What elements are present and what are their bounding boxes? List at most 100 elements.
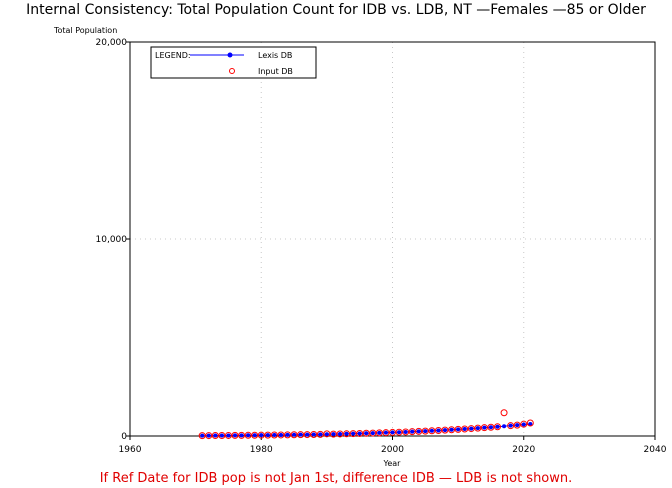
lexis-point bbox=[246, 433, 251, 438]
input-point bbox=[218, 431, 226, 439]
lexis-point bbox=[456, 427, 461, 432]
lexis-point bbox=[292, 432, 297, 437]
lexis-point bbox=[331, 432, 336, 437]
input-point bbox=[415, 427, 423, 435]
input-point bbox=[211, 432, 219, 440]
legend-input-circle bbox=[229, 68, 235, 74]
y-tick-label: 20,000 bbox=[96, 38, 128, 48]
lexis-point bbox=[285, 432, 290, 437]
input-point bbox=[428, 427, 436, 435]
lexis-point bbox=[252, 433, 257, 438]
footnote: If Ref Date for IDB pop is not Jan 1st, … bbox=[99, 471, 573, 486]
input-point bbox=[375, 429, 383, 437]
input-point bbox=[329, 430, 337, 438]
input-point bbox=[316, 430, 324, 438]
input-point bbox=[224, 431, 232, 439]
legend-lexis-label: Lexis DB bbox=[258, 51, 292, 60]
x-tick-label: 2000 bbox=[381, 445, 404, 455]
y-axis-label: Total Population bbox=[53, 26, 117, 35]
input-point bbox=[487, 423, 495, 431]
lexis-point bbox=[416, 429, 421, 434]
lexis-point bbox=[351, 431, 356, 436]
input-point bbox=[284, 431, 291, 439]
lexis-point bbox=[443, 428, 447, 433]
lexis-point bbox=[265, 433, 270, 438]
input-point bbox=[231, 431, 239, 439]
plot-area bbox=[129, 41, 656, 437]
input-point bbox=[454, 425, 462, 433]
data-marks bbox=[198, 409, 534, 440]
lexis-point bbox=[298, 432, 303, 437]
input-point bbox=[421, 427, 429, 435]
input-point bbox=[362, 429, 370, 437]
input-point bbox=[467, 425, 475, 433]
input-point bbox=[356, 429, 364, 437]
lexis-point bbox=[410, 429, 415, 434]
input-point bbox=[369, 429, 377, 437]
lexis-point bbox=[226, 433, 231, 438]
input-point bbox=[343, 430, 351, 438]
input-point bbox=[513, 421, 521, 429]
lexis-point bbox=[338, 431, 342, 436]
lexis-point bbox=[482, 425, 487, 430]
lexis-point bbox=[278, 432, 283, 437]
lexis-point bbox=[213, 433, 218, 438]
input-point bbox=[448, 426, 456, 434]
input-point bbox=[238, 431, 246, 439]
input-point bbox=[205, 432, 213, 440]
input-point bbox=[395, 428, 403, 436]
lexis-point bbox=[357, 431, 362, 436]
lexis-point bbox=[403, 429, 408, 434]
lexis-point bbox=[305, 432, 310, 437]
x-tick-label: 1980 bbox=[250, 445, 273, 455]
lexis-point bbox=[377, 430, 382, 435]
lexis-point bbox=[429, 428, 434, 433]
lexis-point bbox=[502, 424, 507, 429]
input-point bbox=[507, 422, 515, 430]
y-tick-label: 0 bbox=[121, 432, 127, 442]
lexis-point bbox=[521, 422, 526, 427]
lexis-point bbox=[344, 431, 349, 436]
lexis-point bbox=[318, 432, 323, 437]
input-point bbox=[461, 425, 469, 433]
x-axis-label: Year bbox=[383, 459, 402, 468]
lexis-point bbox=[449, 427, 454, 432]
x-tick-label: 2040 bbox=[644, 445, 667, 455]
lexis-point bbox=[206, 433, 211, 438]
input-point bbox=[441, 426, 449, 434]
legend-title: LEGEND: bbox=[155, 51, 191, 60]
legend: LEGEND: Lexis DB Input DB bbox=[150, 46, 317, 79]
input-point bbox=[520, 420, 528, 428]
lexis-point bbox=[515, 423, 520, 428]
lexis-point bbox=[370, 431, 375, 436]
lexis-point bbox=[311, 432, 316, 437]
lexis-point bbox=[390, 430, 395, 435]
input-point bbox=[500, 409, 508, 417]
lexis-point bbox=[469, 426, 474, 431]
lexis-point bbox=[423, 429, 428, 434]
x-tick-label: 2020 bbox=[512, 445, 535, 455]
input-point bbox=[480, 424, 488, 432]
input-point bbox=[310, 430, 318, 438]
legend-lexis-dot bbox=[227, 52, 233, 58]
input-point bbox=[382, 429, 390, 437]
lexis-point bbox=[324, 432, 329, 437]
input-point bbox=[290, 431, 298, 439]
lexis-point bbox=[475, 426, 480, 431]
lexis-point bbox=[239, 433, 244, 438]
input-point bbox=[257, 431, 265, 439]
lexis-point bbox=[364, 431, 369, 436]
lexis-point bbox=[436, 428, 441, 433]
lexis-point bbox=[272, 433, 277, 438]
lexis-point bbox=[462, 426, 467, 431]
input-point bbox=[408, 428, 416, 436]
input-point bbox=[494, 423, 501, 431]
input-point bbox=[389, 428, 396, 436]
lexis-point bbox=[528, 421, 533, 426]
axis-ticks: 1960 1980 2000 2020 2040 0 10,000 20,000 bbox=[96, 38, 667, 455]
lexis-point bbox=[397, 430, 402, 435]
chart-title: Internal Consistency: Total Population C… bbox=[26, 2, 646, 18]
input-point bbox=[336, 430, 344, 438]
lexis-point bbox=[383, 430, 388, 435]
